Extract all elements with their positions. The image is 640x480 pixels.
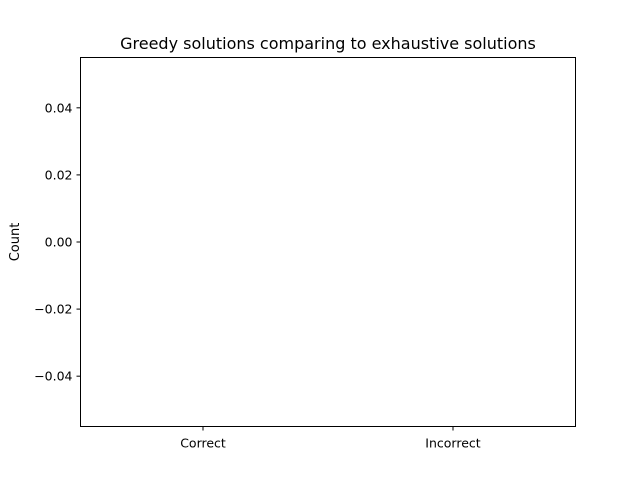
y-tick-label: −0.04 — [34, 369, 72, 384]
y-tick-label: 0.04 — [45, 100, 73, 115]
y-tick-label: −0.02 — [34, 302, 72, 317]
plot-area-frame — [80, 57, 576, 427]
x-axis-ticks: Correct Incorrect — [180, 426, 481, 451]
chart-title: Greedy solutions comparing to exhaustive… — [120, 34, 536, 53]
x-tick-label: Incorrect — [425, 436, 480, 451]
y-axis-ticks: 0.04 0.02 0.00 −0.02 −0.04 — [34, 100, 81, 384]
y-axis-label: Count — [8, 223, 23, 262]
y-tick-label: 0.00 — [45, 235, 73, 250]
y-tick-label: 0.02 — [45, 167, 73, 182]
x-tick-label: Correct — [180, 436, 226, 451]
